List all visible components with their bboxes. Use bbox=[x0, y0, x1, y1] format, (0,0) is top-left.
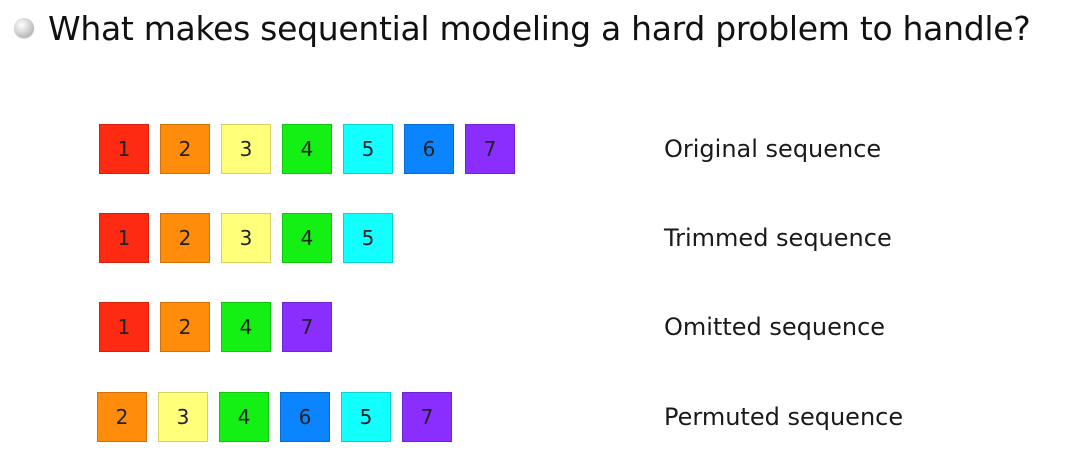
sequence-item-box: 7 bbox=[465, 124, 515, 174]
sequence-item-box: 3 bbox=[221, 213, 271, 263]
sequence-row: 1 2 3 4 5 Trimmed sequence bbox=[0, 213, 1089, 263]
row-label: Omitted sequence bbox=[664, 313, 886, 341]
sequence-row: 2 3 4 6 5 7 Permuted sequence bbox=[0, 392, 1089, 442]
sequence-item-box: 6 bbox=[404, 124, 454, 174]
sequence-item-box: 2 bbox=[160, 124, 210, 174]
slide-title: What makes sequential modeling a hard pr… bbox=[14, 6, 1031, 50]
row-label: Trimmed sequence bbox=[664, 224, 892, 252]
sequence-item-box: 6 bbox=[280, 392, 330, 442]
sequence-item-box: 1 bbox=[99, 124, 149, 174]
sequence-item-box: 4 bbox=[221, 302, 271, 352]
sequence-item-box: 7 bbox=[282, 302, 332, 352]
sequence-item-box: 5 bbox=[343, 213, 393, 263]
sequence-item-box: 2 bbox=[160, 213, 210, 263]
sequence-item-box: 3 bbox=[221, 124, 271, 174]
sequence-item-box: 1 bbox=[99, 213, 149, 263]
sequence-row: 1 2 4 7 Omitted sequence bbox=[0, 302, 1089, 352]
row-label: Original sequence bbox=[664, 135, 882, 163]
sequence-item-box: 7 bbox=[402, 392, 452, 442]
sequence-item-box: 5 bbox=[341, 392, 391, 442]
sequence-item-box: 2 bbox=[160, 302, 210, 352]
sequence-item-box: 4 bbox=[219, 392, 269, 442]
row-label: Permuted sequence bbox=[664, 403, 904, 431]
bullet-icon bbox=[14, 18, 34, 38]
sequence-item-box: 5 bbox=[343, 124, 393, 174]
sequence-item-box: 2 bbox=[97, 392, 147, 442]
sequence-item-box: 4 bbox=[282, 213, 332, 263]
sequence-row: 1 2 3 4 5 6 7 Original sequence bbox=[0, 124, 1089, 174]
sequence-item-box: 3 bbox=[158, 392, 208, 442]
sequence-item-box: 4 bbox=[282, 124, 332, 174]
sequence-item-box: 1 bbox=[99, 302, 149, 352]
title-text: What makes sequential modeling a hard pr… bbox=[48, 8, 1031, 48]
